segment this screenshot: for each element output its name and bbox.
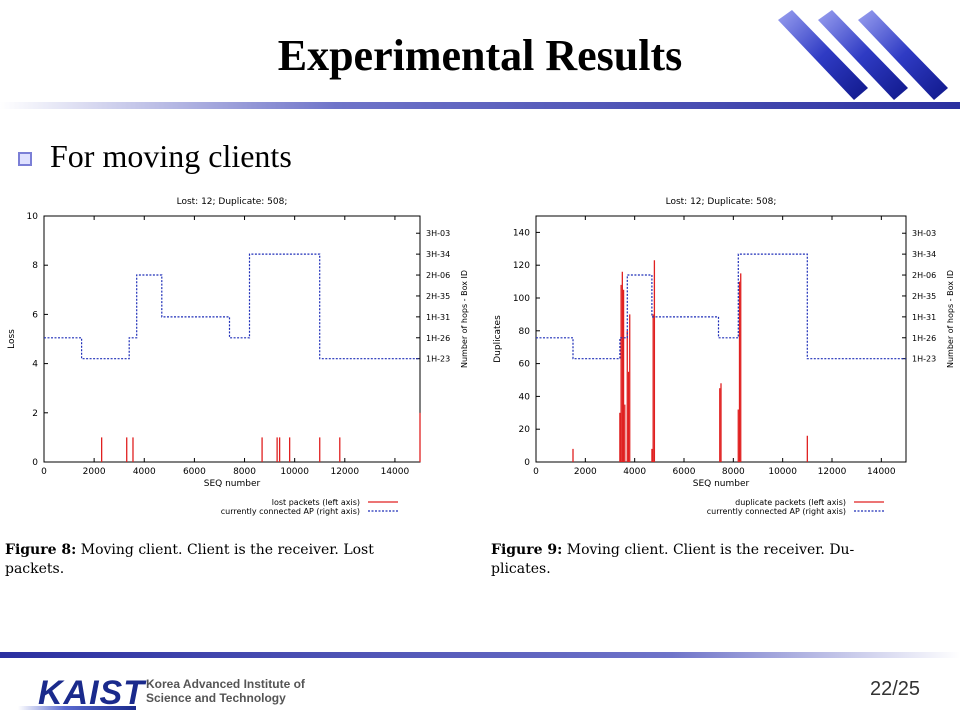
y-tick-label: 40 — [519, 392, 531, 402]
y-tick-label: 4 — [32, 360, 38, 370]
y2-tick-label: 2H-06 — [426, 271, 450, 280]
y2-tick-label: 2H-06 — [912, 271, 936, 280]
x-tick-label: 0 — [533, 467, 539, 477]
legend-label: lost packets (left axis) — [272, 498, 360, 507]
y2-tick-label: 3H-34 — [426, 250, 450, 259]
bullet-square-icon — [18, 151, 32, 166]
chart-title: Lost: 12; Duplicate: 508; — [666, 197, 777, 207]
x-tick-label: 2000 — [83, 467, 106, 477]
x-tick-label: 14000 — [381, 467, 410, 477]
x-tick-label: 12000 — [818, 467, 847, 477]
y-tick-label: 120 — [513, 261, 530, 271]
x-tick-label: 0 — [41, 467, 47, 477]
y2-axis-label: Number of hops - Box ID — [460, 270, 469, 368]
institution-line-1: Korea Advanced Institute of — [146, 677, 305, 691]
caption-label: Figure 8: — [5, 542, 77, 558]
institution-line-2: Science and Technology — [146, 691, 286, 705]
kaist-logo: KAIST — [38, 674, 145, 712]
step-series-line — [536, 253, 906, 360]
y-tick-label: 6 — [32, 310, 38, 320]
y2-tick-label: 1H-26 — [912, 334, 936, 343]
logo-underline — [18, 706, 136, 710]
decorative-stripes-logo — [778, 10, 948, 100]
y-tick-label: 0 — [32, 458, 38, 468]
x-tick-label: 2000 — [574, 467, 597, 477]
y-tick-label: 10 — [27, 212, 39, 222]
caption-line-2: plicates. — [491, 561, 551, 577]
slide-title: Experimental Results — [277, 31, 683, 80]
y2-tick-label: 3H-34 — [912, 250, 936, 259]
bullet-text: For moving clients — [50, 138, 292, 174]
x-tick-label: 10000 — [768, 467, 797, 477]
chart-title: Lost: 12; Duplicate: 508; — [177, 197, 288, 207]
x-tick-label: 4000 — [133, 467, 156, 477]
y-axis-label: Duplicates — [493, 315, 503, 363]
x-tick-label: 12000 — [330, 467, 359, 477]
y2-tick-label: 1H-23 — [912, 355, 936, 364]
caption-line-2: packets. — [5, 561, 65, 577]
y-tick-label: 8 — [32, 261, 38, 271]
bullet-item: For moving clients — [18, 138, 292, 175]
y-tick-label: 0 — [524, 458, 530, 468]
x-tick-label: 4000 — [623, 467, 646, 477]
y-tick-label: 80 — [519, 327, 531, 337]
y2-tick-label: 3H-03 — [912, 229, 936, 238]
y-tick-label: 140 — [513, 228, 530, 238]
page-number: 22/25 — [870, 678, 921, 700]
duplicates-chart: Lost: 12; Duplicate: 508; 0 2000 4000 6000 80… — [493, 197, 955, 516]
x-tick-label: 6000 — [183, 467, 206, 477]
y-axis-label: Loss — [7, 329, 17, 349]
figure-8-caption: Figure 8: Moving client. Client is the r… — [5, 541, 460, 579]
plot-frame — [43, 215, 421, 463]
y2-tick-label: 1H-31 — [912, 313, 936, 322]
x-tick-label: 14000 — [867, 467, 896, 477]
legend-label: currently connected AP (right axis) — [707, 507, 846, 516]
x-axis-label: SEQ number — [693, 479, 750, 489]
y-tick-label: 20 — [519, 425, 531, 435]
institution-name: Korea Advanced Institute of Science and … — [146, 677, 305, 705]
x-tick-label: 8000 — [722, 467, 745, 477]
y2-tick-label: 2H-35 — [426, 292, 450, 301]
y2-tick-label: 1H-31 — [426, 313, 450, 322]
title-divider — [0, 102, 960, 109]
x-tick-label: 10000 — [280, 467, 309, 477]
y-tick-label: 60 — [519, 360, 531, 370]
y2-tick-label: 3H-03 — [426, 229, 450, 238]
caption-line-1: Moving client. Client is the receiver. D… — [566, 542, 855, 558]
y2-tick-label: 1H-23 — [426, 355, 450, 364]
figure-9-caption: Figure 9: Moving client. Client is the r… — [491, 541, 946, 579]
y2-tick-label: 2H-35 — [912, 292, 936, 301]
step-series-line — [44, 253, 420, 360]
y2-axis-label: Number of hops - Box ID — [946, 270, 955, 368]
y-tick-label: 100 — [513, 294, 530, 304]
x-axis-label: SEQ number — [204, 479, 261, 489]
lost-packets-chart: Lost: 12; Duplicate: 508;0 2000 4000 6000 80… — [7, 197, 469, 516]
caption-line-1: Moving client. Client is the receiver. L… — [80, 542, 374, 558]
x-tick-label: 6000 — [673, 467, 696, 477]
caption-label: Figure 9: — [491, 542, 563, 558]
x-tick-label: 8000 — [233, 467, 256, 477]
legend-label: duplicate packets (left axis) — [735, 498, 846, 507]
y-tick-label: 2 — [32, 409, 38, 419]
footer-divider — [0, 652, 960, 658]
y2-tick-label: 1H-26 — [426, 334, 450, 343]
legend-label: currently connected AP (right axis) — [221, 507, 360, 516]
